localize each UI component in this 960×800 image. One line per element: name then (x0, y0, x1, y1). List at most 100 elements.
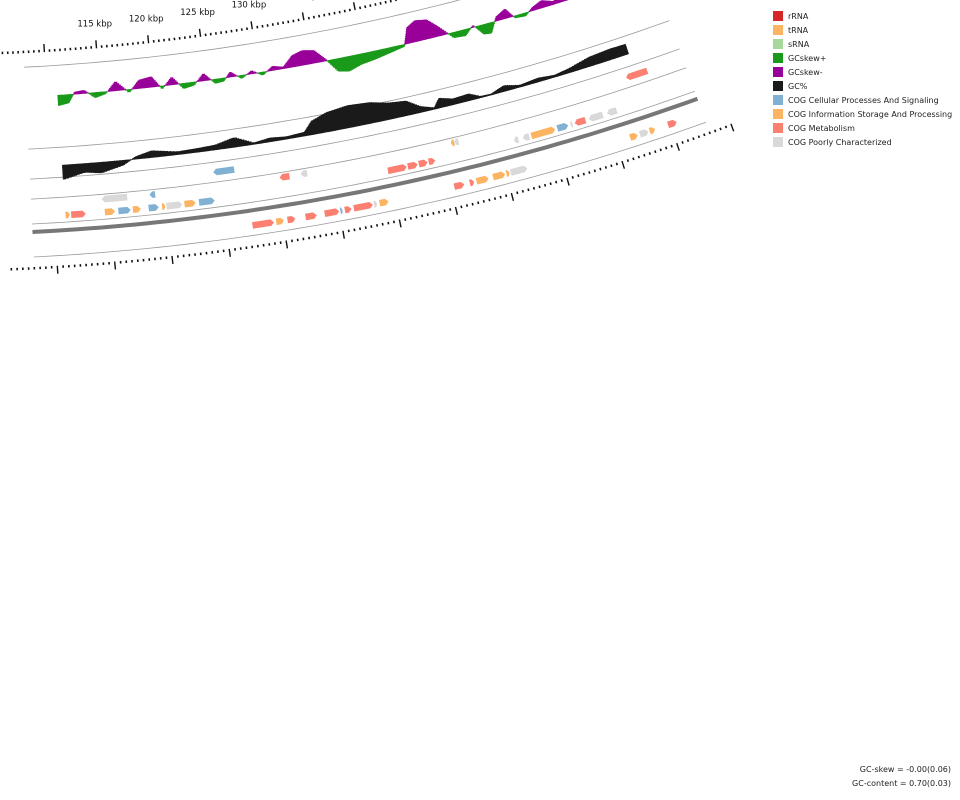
major-tick (56, 265, 59, 274)
gc-skew-positive (464, 28, 468, 35)
gc-skew-negative (115, 81, 119, 92)
cds-feature (161, 203, 166, 210)
cds-feature (607, 107, 618, 116)
major-tick (171, 255, 174, 264)
major-tick (566, 177, 570, 186)
minor-tick (347, 229, 350, 233)
minor-tick (353, 228, 356, 232)
gc-skew-positive (355, 54, 361, 67)
gc-content-bar (418, 105, 423, 113)
gc-skew-negative (433, 24, 439, 37)
minor-tick (307, 16, 310, 20)
gc-skew-positive (384, 48, 388, 55)
legend-item: rRNA (773, 9, 952, 23)
legend-swatch (773, 39, 783, 49)
cds-feature (509, 165, 528, 176)
gc-skew-negative (123, 88, 127, 91)
minor-tick (493, 197, 497, 200)
gc-skew-negative (316, 52, 321, 63)
gc-content-bar (537, 77, 542, 83)
minor-tick (521, 189, 524, 193)
gc-content-bar (378, 102, 386, 122)
legend-label: GC% (788, 81, 808, 91)
gc-skew-negative (310, 50, 316, 64)
cds-feature (505, 170, 510, 177)
gc-skew-negative (203, 73, 207, 82)
cds-feature (574, 117, 587, 126)
minor-tick (637, 155, 640, 159)
legend-item: COG Information Storage And Processing (773, 107, 952, 121)
gc-skew-positive (491, 21, 495, 27)
minor-tick (387, 221, 390, 225)
tick-label: 135 kbp (283, 0, 318, 2)
minor-tick (465, 204, 469, 207)
gc-content-bar (164, 150, 169, 157)
minor-tick (604, 166, 608, 169)
minor-tick (610, 164, 613, 168)
gc-content-bar (251, 142, 255, 146)
gc-content-bar (507, 84, 512, 91)
minor-tick (654, 150, 657, 154)
minor-tick (338, 10, 341, 14)
major-tick (676, 142, 680, 151)
gc-skew-positive (490, 21, 494, 29)
cds-feature (427, 157, 436, 166)
minor-tick (328, 12, 331, 16)
legend: rRNA tRNA sRNA GCskew+ GCskew- GC% COG Cellula… (773, 9, 952, 149)
minor-tick (426, 213, 429, 217)
cds-feature (407, 161, 418, 170)
minor-tick (713, 129, 717, 133)
minor-tick (532, 186, 536, 190)
gc-skew-negative (503, 8, 508, 19)
gc-content-bar (447, 98, 452, 107)
gc-skew-negative (322, 56, 325, 62)
major-tick (621, 160, 626, 169)
major-tick (398, 219, 402, 228)
gc-skew-negative (255, 72, 258, 74)
legend-item: tRNA (773, 23, 952, 37)
gc-skew-negative (437, 26, 443, 37)
gc-skew-negative (556, 0, 559, 4)
legend-label: tRNA (788, 25, 809, 35)
gc-content-bar (511, 84, 515, 90)
minor-tick (724, 125, 728, 129)
gc-skew-negative (206, 76, 209, 81)
minor-tick (488, 198, 491, 202)
cds-feature (469, 179, 475, 187)
gc-skew-positive (358, 53, 364, 65)
gc-content-bar (414, 104, 419, 114)
major-tick (198, 28, 202, 37)
minor-tick (287, 20, 290, 24)
gc-skew-negative (549, 0, 553, 6)
cds-feature (149, 191, 156, 198)
minor-tick (421, 214, 424, 218)
minor-tick (482, 200, 485, 203)
gc-skew-positive (386, 47, 390, 54)
gc-skew-stat: GC-skew = -0.00(0.06) (859, 765, 951, 774)
gc-skew-negative (432, 23, 438, 38)
legend-label: COG Information Storage And Processing (788, 109, 953, 119)
minor-tick (369, 4, 372, 7)
gc-skew-negative (426, 19, 433, 39)
cds-feature (65, 211, 70, 219)
gc-skew-positive (368, 51, 374, 62)
gc-skew-negative (209, 78, 212, 81)
gc-skew-track (57, 0, 569, 106)
cds-feature (450, 139, 455, 147)
gc-skew-positive (523, 12, 527, 17)
legend-label: rRNA (788, 11, 809, 21)
cds-feature (373, 200, 378, 208)
minor-tick (560, 179, 563, 183)
gc-skew-negative (315, 51, 319, 63)
cds-feature (454, 138, 460, 146)
cds-feature (667, 119, 677, 129)
gc-content-bar (236, 138, 241, 148)
minor-tick (577, 174, 580, 178)
gc-skew-positive (352, 54, 358, 68)
gc-content-bar (366, 102, 374, 124)
cds-feature (514, 136, 520, 144)
cds-feature (339, 207, 343, 215)
gc-content-bar (167, 150, 172, 157)
